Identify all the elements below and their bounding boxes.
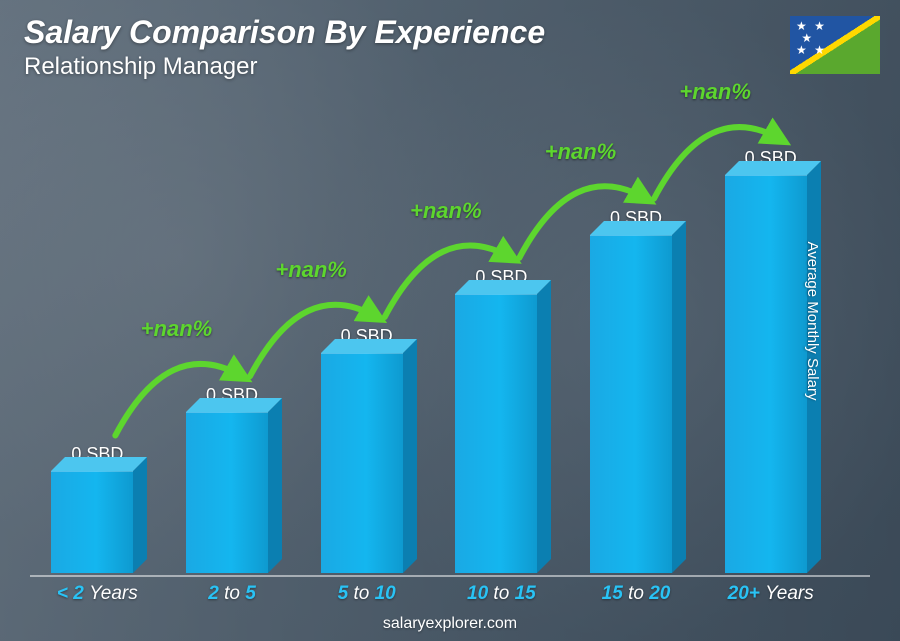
- increase-label: +nan%: [679, 79, 751, 105]
- x-axis-divider: [30, 575, 870, 577]
- footer-credit: salaryexplorer.com: [0, 615, 900, 633]
- bar: [590, 235, 682, 573]
- x-axis-label: 20+ Years: [703, 583, 838, 605]
- header: Salary Comparison By Experience Relation…: [24, 14, 876, 81]
- bar: [455, 294, 547, 573]
- bar: [725, 175, 817, 573]
- bar: [321, 353, 413, 573]
- bar-slot: 0 SBD: [299, 110, 434, 573]
- x-axis-label: 15 to 20: [569, 583, 704, 605]
- bar: [186, 412, 278, 573]
- bar-slot: 0 SBD: [569, 110, 704, 573]
- increase-label: +nan%: [545, 139, 617, 165]
- x-axis-label: 5 to 10: [299, 583, 434, 605]
- x-axis-label: 10 to 15: [434, 583, 569, 605]
- flag-stars: ★ ★ ★★ ★: [796, 20, 827, 56]
- increase-label: +nan%: [410, 198, 482, 224]
- page-title: Salary Comparison By Experience: [24, 14, 876, 51]
- bar-slot: 0 SBD: [434, 110, 569, 573]
- bar: [51, 471, 143, 573]
- x-axis-labels: < 2 Years2 to 55 to 1010 to 1515 to 2020…: [30, 583, 838, 605]
- increase-label: +nan%: [275, 257, 347, 283]
- x-axis-label: 2 to 5: [165, 583, 300, 605]
- y-axis-label: Average Monthly Salary: [804, 241, 821, 400]
- x-axis-label: < 2 Years: [30, 583, 165, 605]
- bar-chart: 0 SBD0 SBD0 SBD0 SBD0 SBD0 SBD +nan%+nan…: [30, 110, 838, 573]
- page-subtitle: Relationship Manager: [24, 53, 876, 81]
- country-flag-icon: ★ ★ ★★ ★: [790, 16, 880, 74]
- increase-label: +nan%: [141, 316, 213, 342]
